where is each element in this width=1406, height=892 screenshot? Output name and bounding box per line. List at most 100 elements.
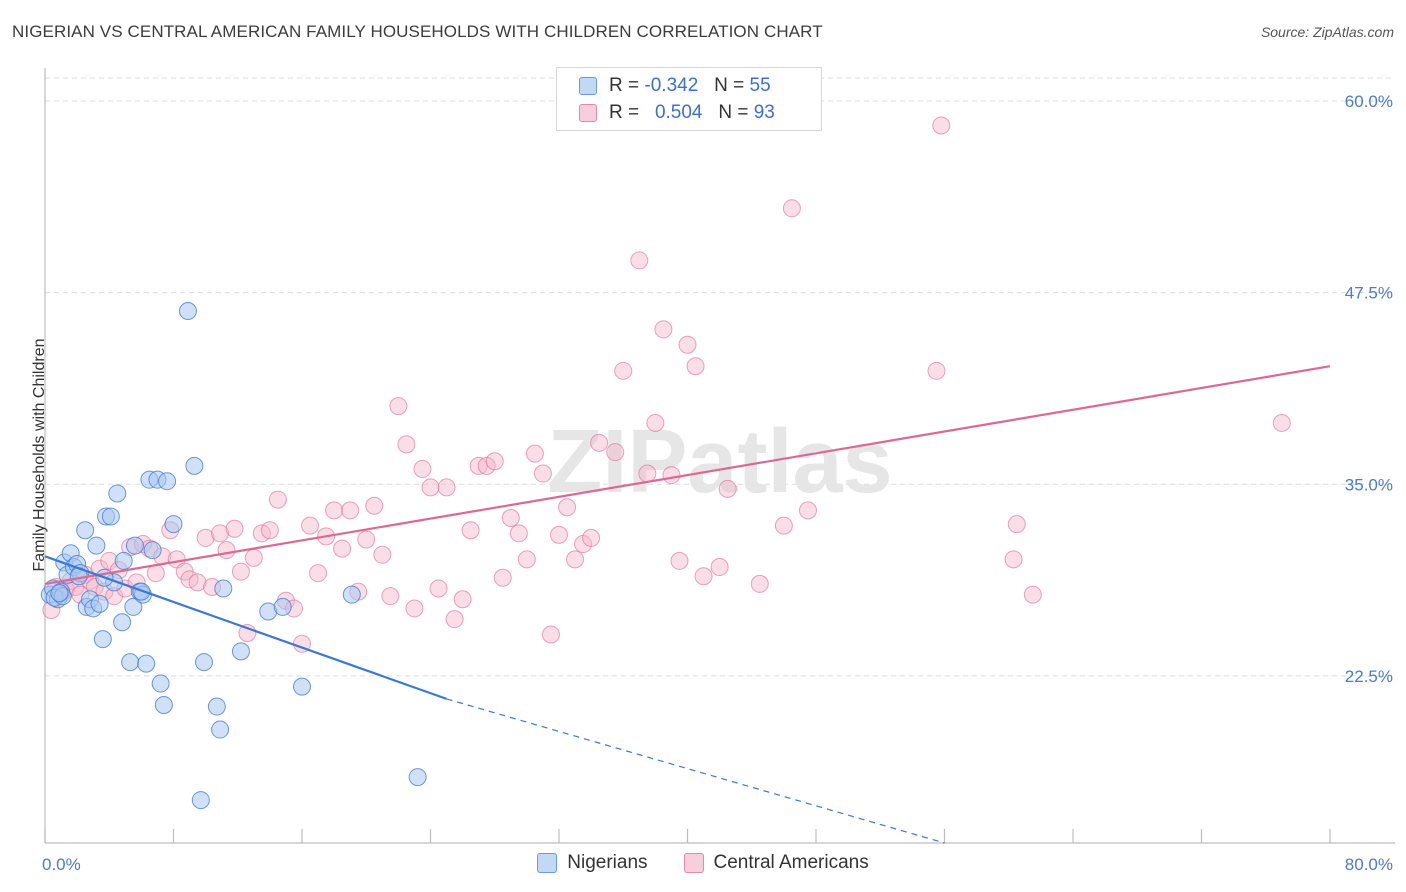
- central-american-point: [453, 590, 472, 609]
- y-tick-label: 60.0%: [1345, 92, 1393, 111]
- nigerian-point: [164, 515, 183, 534]
- central-american-point: [413, 459, 432, 478]
- legend-r-label: R =: [609, 102, 640, 123]
- central-american-point: [694, 567, 713, 586]
- nigerian-point: [108, 484, 127, 503]
- central-american-point: [405, 599, 424, 618]
- central-american-point: [333, 539, 352, 558]
- nigerian-point: [125, 536, 144, 555]
- central-american-point: [421, 478, 440, 497]
- central-american-point: [533, 464, 552, 483]
- central-american-point: [517, 550, 536, 569]
- central-american-point: [389, 397, 408, 416]
- central-american-point: [670, 551, 689, 570]
- central-american-point: [225, 519, 244, 538]
- nigerian-point: [195, 653, 214, 672]
- nigerian-point: [342, 585, 361, 604]
- x-tick-label: 80.0%: [1345, 855, 1393, 874]
- trend-lines: [44, 365, 1331, 844]
- nigerian-point: [93, 630, 112, 649]
- central-american-point: [437, 478, 456, 497]
- central-american-point: [1004, 550, 1023, 569]
- central-american-point: [381, 587, 400, 606]
- nigerian-point: [185, 456, 204, 475]
- nigerian-point: [151, 674, 170, 693]
- central-american-point: [188, 573, 207, 592]
- y-tick-label: 22.5%: [1345, 667, 1393, 686]
- central-american-point: [566, 550, 585, 569]
- pink-swatch-icon: [683, 853, 704, 873]
- central-americans-trend-line: [44, 365, 1331, 585]
- nigerian-point: [211, 720, 230, 739]
- nigerian-point: [114, 551, 133, 570]
- nigerian-point: [191, 791, 210, 810]
- y-axis-title: Family Households with Children: [31, 338, 48, 572]
- central-american-point: [445, 610, 464, 629]
- legend-label-nigerians: Nigerians: [567, 852, 648, 873]
- y-tick-label: 35.0%: [1345, 475, 1393, 494]
- central-american-point: [365, 496, 384, 515]
- nigerians-trend-extension: [446, 698, 945, 844]
- central-american-point: [485, 452, 504, 471]
- central-american-point: [582, 528, 601, 547]
- legend-n-label: N =: [718, 102, 749, 123]
- central-american-point: [525, 444, 544, 463]
- central-american-point: [429, 579, 448, 598]
- nigerian-point: [90, 594, 109, 613]
- central-american-point: [774, 516, 793, 535]
- source-label: Source: ZipAtlas.com: [1260, 24, 1394, 40]
- x-tick-label: 0.0%: [42, 855, 81, 874]
- legend-r-label: R =: [609, 75, 640, 96]
- central-american-point: [493, 568, 512, 587]
- central-american-point: [268, 490, 287, 509]
- series-legend: Nigerians Central Americans: [0, 852, 1406, 874]
- central-american-point: [550, 525, 568, 544]
- legend-r-value: -0.342: [644, 75, 699, 96]
- central-american-point: [231, 562, 250, 581]
- central-american-point: [260, 521, 279, 540]
- central-american-point: [710, 558, 729, 577]
- correlation-legend: R = -0.342 N = 55 R = 0.504 N = 93: [556, 67, 822, 131]
- central-american-point: [654, 320, 673, 339]
- central-american-point: [301, 516, 320, 535]
- gridlines: [45, 77, 1395, 677]
- blue-swatch-icon: [579, 77, 597, 95]
- nigerian-point: [76, 521, 95, 540]
- central-american-point: [630, 251, 649, 270]
- axes: [44, 68, 1395, 844]
- central-american-point: [646, 413, 665, 432]
- nigerian-point: [408, 768, 427, 787]
- central-american-point: [782, 199, 801, 218]
- central-american-point: [501, 508, 520, 527]
- central-americans-points: [42, 116, 1291, 653]
- central-american-point: [638, 464, 657, 483]
- central-american-point: [678, 335, 697, 354]
- legend-r-value: 0.504: [654, 102, 703, 123]
- central-american-point: [325, 501, 344, 520]
- central-american-point: [211, 524, 230, 543]
- central-american-point: [590, 433, 609, 452]
- central-american-point: [927, 361, 946, 380]
- legend-n-value: 55: [749, 75, 771, 96]
- central-american-point: [373, 545, 392, 564]
- central-american-point: [341, 501, 360, 520]
- central-american-point: [558, 498, 577, 517]
- nigerian-point: [143, 541, 162, 560]
- central-american-point: [750, 574, 769, 593]
- nigerian-point: [207, 697, 226, 716]
- nigerian-point: [121, 653, 140, 672]
- central-american-point: [932, 116, 951, 135]
- legend-item-central-americans: Central Americans: [683, 852, 869, 874]
- nigerian-point: [154, 696, 173, 715]
- nigerians-trend-line: [44, 555, 447, 700]
- nigerian-point: [113, 613, 132, 632]
- nigerians-points: [40, 302, 427, 810]
- pink-swatch-icon: [579, 104, 597, 122]
- nigerian-point: [137, 654, 156, 673]
- central-american-point: [357, 530, 376, 549]
- nigerian-point: [124, 597, 143, 616]
- central-american-point: [798, 501, 817, 520]
- legend-row-nigerians: R = -0.342 N = 55: [579, 73, 771, 99]
- nigerian-point: [158, 472, 177, 491]
